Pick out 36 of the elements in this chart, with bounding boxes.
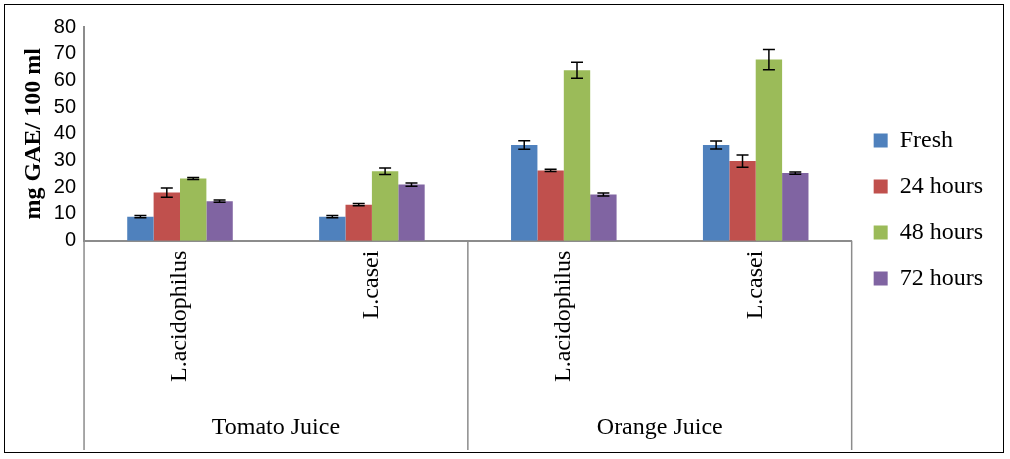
legend-label: 48 hours (899, 217, 984, 244)
y-tick-label: 0 (64, 228, 77, 251)
text: Tomato Juice (211, 413, 341, 440)
bar (755, 59, 783, 241)
x-tick-label: L.casei (741, 250, 768, 320)
legend-label: 72 hours (899, 263, 984, 290)
y-tick-label: 80 (53, 14, 77, 37)
y-tick-label: 60 (53, 67, 77, 90)
x-tick-label: L.acidophilus (549, 250, 576, 382)
x-tick-label: L.acidophilus (165, 250, 192, 382)
y-tick-label: 70 (53, 41, 77, 64)
bar (563, 70, 591, 241)
y-tick-label: 20 (53, 174, 77, 197)
y-tick-label: 10 (53, 201, 77, 224)
bar (729, 161, 756, 241)
y-tick-label: 30 (53, 148, 77, 171)
bar (782, 173, 809, 241)
bar (319, 216, 346, 241)
bar (702, 145, 730, 241)
bar (371, 171, 399, 241)
y-axis-title: mg GAE/ 100 ml (18, 47, 45, 220)
y-tick-label: 50 (53, 94, 77, 117)
bar (127, 216, 154, 241)
bar (537, 170, 564, 241)
bar (206, 201, 233, 241)
bar (153, 192, 180, 241)
x-tick-label: L.casei (357, 250, 384, 320)
bar (345, 204, 372, 241)
bar (398, 184, 425, 241)
legend-label: 24 hours (899, 171, 984, 198)
text: Orange Juice (596, 413, 723, 440)
bar (511, 145, 538, 241)
bar (180, 178, 207, 241)
bar (590, 194, 617, 241)
y-tick-label: 40 (53, 121, 77, 144)
legend-label: Fresh (899, 125, 954, 152)
